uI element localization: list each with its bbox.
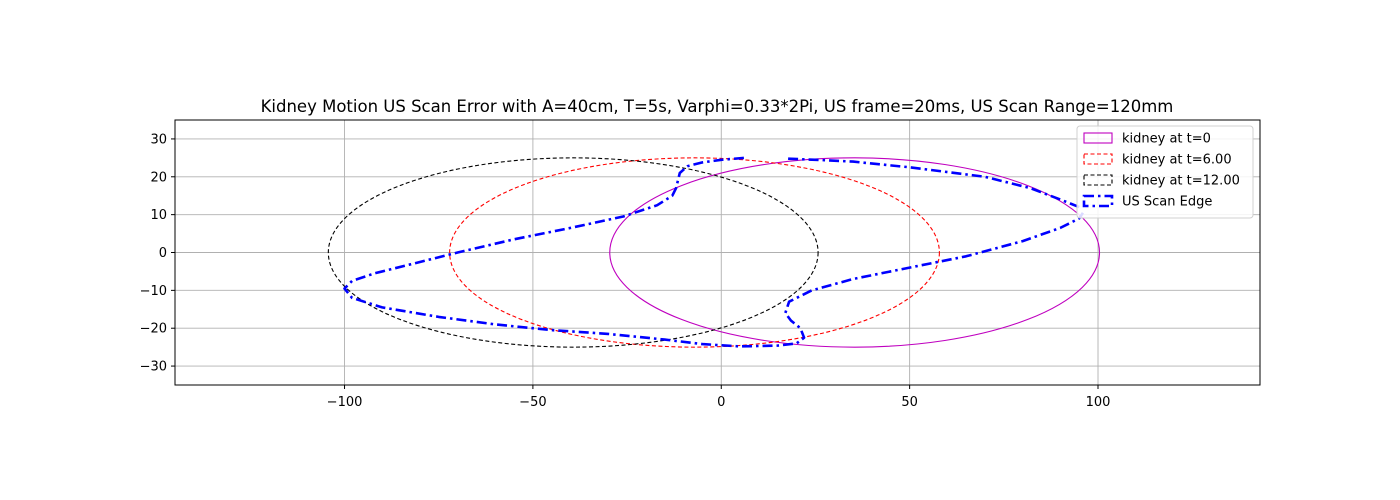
legend-swatch — [1083, 174, 1113, 186]
legend-swatch — [1083, 153, 1113, 165]
legend-label: kidney at t=0 — [1122, 132, 1211, 147]
y-tick-label: 0 — [159, 246, 167, 261]
legend-label: kidney at t=6.00 — [1122, 153, 1232, 168]
kidney-ellipse — [449, 157, 940, 348]
y-tick-label: 10 — [150, 208, 167, 223]
us-scan-edge-line — [785, 157, 1080, 209]
legend-label: US Scan Edge — [1122, 195, 1212, 210]
x-tick-label: −50 — [519, 395, 546, 410]
plot-series — [327, 156, 1101, 348]
y-axis-ticks: −30 −20 −10 0 10 20 30 — [140, 132, 175, 375]
us-scan-edge-line — [343, 156, 1084, 348]
x-tick-label: −100 — [327, 395, 363, 410]
kidney-ellipse — [609, 157, 1101, 348]
y-tick-label: −30 — [140, 360, 167, 375]
kidney-ellipse — [327, 157, 819, 348]
x-tick-label: 0 — [717, 395, 725, 410]
legend-label: kidney at t=12.00 — [1122, 174, 1240, 189]
legend: kidney at t=0 kidney at t=6.00 kidney at t… — [1076, 125, 1254, 219]
legend-box — [1076, 125, 1254, 219]
x-tick-label: 100 — [1086, 395, 1111, 410]
y-tick-label: −10 — [140, 284, 167, 299]
x-tick-label: 50 — [901, 395, 918, 410]
y-tick-label: 30 — [150, 132, 167, 147]
legend-swatch — [1083, 132, 1113, 144]
y-tick-label: −20 — [140, 322, 167, 337]
legend-swatch — [1082, 194, 1114, 208]
chart-title: Kidney Motion US Scan Error with A=40cm,… — [261, 97, 1174, 116]
y-tick-label: 20 — [150, 170, 167, 185]
x-axis-ticks: −100 −50 0 50 100 — [327, 385, 1111, 410]
